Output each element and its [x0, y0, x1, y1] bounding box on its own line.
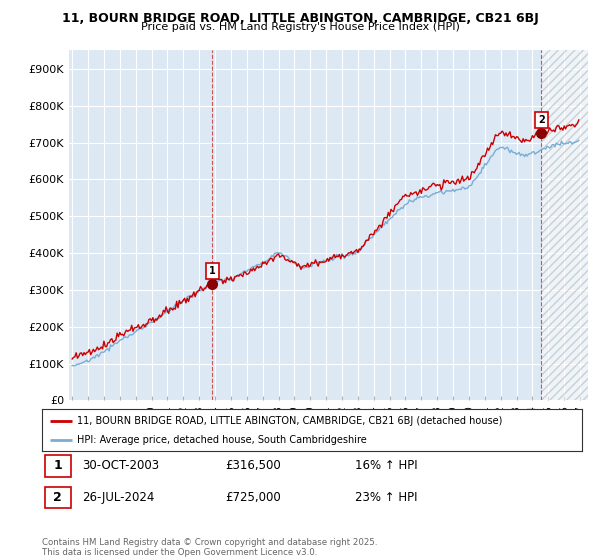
- FancyBboxPatch shape: [45, 455, 71, 477]
- Text: 23% ↑ HPI: 23% ↑ HPI: [355, 491, 418, 504]
- FancyBboxPatch shape: [45, 487, 71, 508]
- Text: 2: 2: [53, 491, 62, 504]
- Bar: [541, 50, 588, 400]
- Text: Contains HM Land Registry data © Crown copyright and database right 2025.
This d: Contains HM Land Registry data © Crown c…: [42, 538, 377, 557]
- Text: Price paid vs. HM Land Registry's House Price Index (HPI): Price paid vs. HM Land Registry's House …: [140, 22, 460, 32]
- Text: £316,500: £316,500: [226, 459, 281, 473]
- Text: 26-JUL-2024: 26-JUL-2024: [83, 491, 155, 504]
- Text: HPI: Average price, detached house, South Cambridgeshire: HPI: Average price, detached house, Sout…: [77, 435, 367, 445]
- Text: 11, BOURN BRIDGE ROAD, LITTLE ABINGTON, CAMBRIDGE, CB21 6BJ: 11, BOURN BRIDGE ROAD, LITTLE ABINGTON, …: [62, 12, 538, 25]
- Text: 30-OCT-2003: 30-OCT-2003: [83, 459, 160, 473]
- Text: 1: 1: [53, 459, 62, 473]
- Text: 2: 2: [538, 115, 545, 125]
- Text: 11, BOURN BRIDGE ROAD, LITTLE ABINGTON, CAMBRIDGE, CB21 6BJ (detached house): 11, BOURN BRIDGE ROAD, LITTLE ABINGTON, …: [77, 416, 502, 426]
- Text: 1: 1: [209, 266, 215, 276]
- Text: £725,000: £725,000: [226, 491, 281, 504]
- Text: 16% ↑ HPI: 16% ↑ HPI: [355, 459, 418, 473]
